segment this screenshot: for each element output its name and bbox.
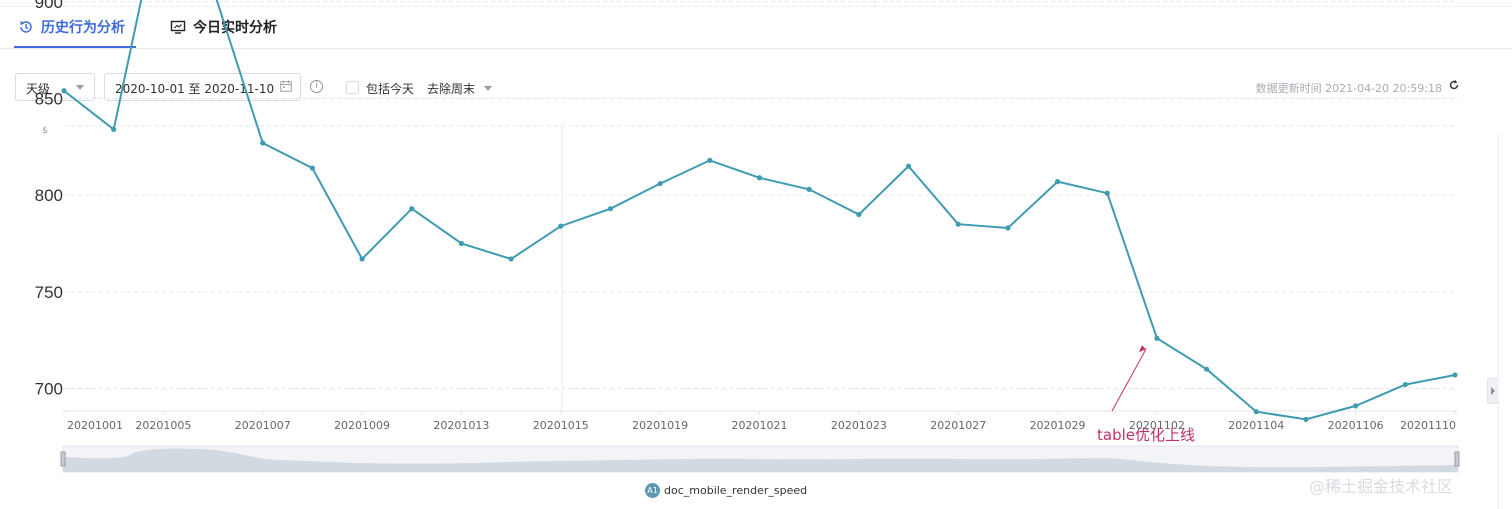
watermark: @稀土掘金技术社区 bbox=[1309, 477, 1454, 496]
history-clock-icon bbox=[20, 20, 32, 33]
chevron-down-icon bbox=[483, 86, 492, 91]
data-point bbox=[1005, 225, 1011, 231]
x-tick-label: 20201106 bbox=[1328, 419, 1384, 432]
tab-history-analysis[interactable]: 历史行为分析 bbox=[18, 6, 125, 48]
x-tick-label: 20201023 bbox=[831, 419, 887, 432]
date-range-value: 2020-10-01 至 2020-11-10 bbox=[115, 82, 275, 96]
x-tick-label: 20201019 bbox=[632, 419, 688, 432]
active-tab-indicator bbox=[14, 46, 136, 48]
zoom-slider-preview bbox=[63, 448, 1458, 472]
annotation-group: table优化上线 bbox=[1097, 345, 1195, 444]
x-tick-label: 20201027 bbox=[930, 419, 986, 432]
data-point bbox=[1253, 409, 1259, 415]
top-separator bbox=[874, 0, 875, 6]
data-point bbox=[558, 223, 564, 229]
annotation-label: table优化上线 bbox=[1097, 426, 1195, 444]
data-point bbox=[756, 175, 763, 181]
x-tick-label: 20201013 bbox=[433, 419, 489, 432]
top-divider bbox=[0, 0, 1512, 7]
update-time: 数据更新时间 2021-04-20 20:59:18 bbox=[1255, 82, 1442, 95]
chart-legend[interactable]: A1 doc_mobile_render_speed bbox=[645, 483, 807, 498]
annotation-arrow bbox=[1111, 348, 1147, 412]
include-today-label: 包括今天 bbox=[366, 82, 415, 96]
x-tick-label: 20201029 bbox=[1030, 419, 1086, 432]
x-tick-label: 20201005 bbox=[135, 419, 191, 432]
y-tick-label: 850 bbox=[35, 90, 63, 109]
zoom-slider[interactable] bbox=[60, 445, 1460, 473]
data-point bbox=[508, 256, 514, 262]
zoom-handle-left[interactable] bbox=[60, 451, 66, 467]
data-point bbox=[1452, 372, 1458, 378]
series-line bbox=[63, 0, 1456, 421]
chart-grid bbox=[64, 1, 1458, 389]
x-tick-label: 20201021 bbox=[732, 419, 788, 432]
legend-badge: A1 bbox=[645, 483, 660, 498]
data-point bbox=[1353, 403, 1359, 409]
x-tick-label: 20201110 bbox=[1400, 419, 1456, 432]
x-tick-label: 20201001 bbox=[67, 419, 123, 432]
y-axis-cropped-label: $ bbox=[42, 126, 48, 136]
calendar-icon bbox=[280, 80, 292, 92]
zoom-handle-right[interactable] bbox=[1454, 451, 1460, 467]
tab-history-label: 历史行为分析 bbox=[41, 20, 125, 36]
granularity-value: 天级 bbox=[26, 82, 51, 96]
y-tick-label: 750 bbox=[35, 283, 63, 302]
series-doc-mobile-render-speed bbox=[61, 0, 1458, 423]
legend-label: doc_mobile_render_speed bbox=[664, 484, 808, 497]
x-tick-label: 20201009 bbox=[334, 419, 390, 432]
y-tick-label: 700 bbox=[35, 380, 63, 399]
include-today-checkbox[interactable] bbox=[346, 81, 359, 94]
data-point bbox=[1054, 179, 1061, 185]
x-tick-label: 20201015 bbox=[533, 419, 589, 432]
data-point bbox=[309, 165, 315, 171]
exclude-weekend-dropdown[interactable]: 去除周末 bbox=[427, 80, 492, 97]
data-point bbox=[806, 186, 812, 192]
data-point bbox=[607, 206, 614, 212]
data-point bbox=[905, 163, 912, 169]
info-icon[interactable]: i bbox=[310, 80, 323, 93]
granularity-select[interactable]: 天级 bbox=[15, 73, 95, 101]
data-point bbox=[856, 211, 862, 218]
data-point bbox=[61, 88, 67, 94]
data-point bbox=[458, 240, 465, 247]
annotation-arrowhead bbox=[1138, 345, 1146, 353]
y-axis-ticks: 700750800850900950 bbox=[35, 0, 63, 399]
exclude-weekend-label: 去除周末 bbox=[427, 82, 476, 96]
data-point bbox=[707, 157, 713, 163]
tab-realtime-analysis[interactable]: 今日实时分析 bbox=[170, 6, 277, 48]
y-tick-label: 800 bbox=[35, 186, 63, 205]
x-tick-label: 20201104 bbox=[1228, 419, 1284, 432]
data-point bbox=[260, 140, 266, 146]
tab-realtime-label: 今日实时分析 bbox=[193, 20, 277, 36]
data-point bbox=[955, 221, 961, 227]
data-point bbox=[1104, 190, 1110, 196]
data-point bbox=[359, 256, 365, 262]
monitor-icon bbox=[170, 20, 186, 34]
data-point bbox=[1154, 335, 1160, 341]
chevron-down-icon bbox=[76, 85, 84, 90]
data-point bbox=[1204, 366, 1210, 372]
x-tick-label: 20201102 bbox=[1129, 419, 1185, 432]
y-tick-label: 900 bbox=[35, 0, 63, 12]
date-range-picker[interactable]: 2020-10-01 至 2020-11-10 bbox=[104, 73, 301, 101]
refresh-icon[interactable] bbox=[1449, 80, 1459, 90]
x-axis-ticks: 20201001 20201005 20201007 20201009 20201013… bbox=[63, 411, 1456, 432]
data-point bbox=[1303, 416, 1309, 423]
data-point bbox=[657, 180, 663, 187]
data-point bbox=[1402, 382, 1408, 388]
data-point bbox=[409, 206, 415, 212]
x-tick-label: 20201007 bbox=[235, 419, 291, 432]
panel-right-border bbox=[1498, 134, 1499, 509]
tab-bar: 历史行为分析 今日实时分析 bbox=[0, 6, 1512, 49]
data-point bbox=[111, 126, 117, 133]
